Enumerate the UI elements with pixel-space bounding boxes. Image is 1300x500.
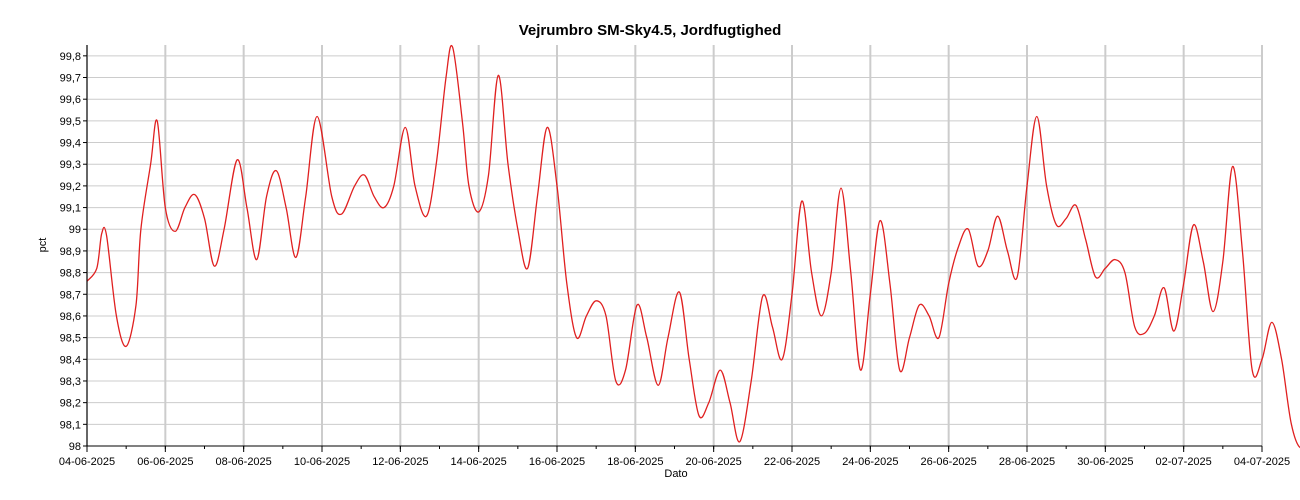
y-axis-label: pct — [37, 238, 49, 253]
y-tick-label: 99 — [69, 224, 81, 236]
y-axis-ticks: 98 98,1 98,2 98,3 98,4 98,5 98,6 98,7 98,8 98,9 99… — [60, 51, 87, 453]
y-tick-label: 98,5 — [60, 333, 81, 345]
y-tick-label: 98,3 — [60, 376, 81, 388]
y-tick-label: 98,7 — [60, 289, 81, 301]
y-tick-label: 98,2 — [60, 398, 81, 410]
y-tick-label: 98 — [69, 441, 81, 453]
x-tick-label: 20-06-2025 — [686, 456, 742, 468]
x-tick-label: 16-06-2025 — [529, 456, 585, 468]
y-tick-label: 98,4 — [60, 354, 81, 366]
x-axis-ticks: 04-06-2025 06-06-2025 08-06-2025 10-06-2025… — [59, 446, 1290, 468]
x-tick-label: 12-06-2025 — [372, 456, 428, 468]
x-tick-label: 22-06-2025 — [764, 456, 820, 468]
chart-title: Vejrumbro SM-Sky4.5, Jordfugtighed — [519, 22, 782, 39]
x-tick-label: 08-06-2025 — [216, 456, 272, 468]
x-tick-label: 18-06-2025 — [607, 456, 663, 468]
y-tick-label: 99,1 — [60, 203, 81, 215]
x-tick-label: 24-06-2025 — [842, 456, 898, 468]
x-tick-label: 14-06-2025 — [451, 456, 507, 468]
y-tick-label: 99,7 — [60, 73, 81, 85]
y-tick-label: 99,4 — [60, 138, 81, 150]
x-tick-label: 06-06-2025 — [137, 456, 193, 468]
y-tick-label: 98,6 — [60, 311, 81, 323]
x-tick-label: 02-07-2025 — [1156, 456, 1212, 468]
x-axis-label: Dato — [664, 468, 687, 480]
y-tick-label: 98,8 — [60, 268, 81, 280]
y-tick-label: 99,2 — [60, 181, 81, 193]
y-tick-label: 98,1 — [60, 419, 81, 431]
x-tick-label: 30-06-2025 — [1077, 456, 1133, 468]
x-tick-label: 04-06-2025 — [59, 456, 115, 468]
series-line — [86, 44, 1300, 449]
y-tick-label: 98,9 — [60, 246, 81, 258]
x-tick-label: 04-07-2025 — [1234, 456, 1290, 468]
x-tick-label: 28-06-2025 — [999, 456, 1055, 468]
y-tick-label: 99,3 — [60, 159, 81, 171]
y-tick-label: 99,5 — [60, 116, 81, 128]
y-tick-label: 99,6 — [60, 94, 81, 106]
x-tick-label: 10-06-2025 — [294, 456, 350, 468]
x-tick-label: 26-06-2025 — [921, 456, 977, 468]
y-tick-label: 99,8 — [60, 51, 81, 63]
series-group — [86, 44, 1300, 449]
